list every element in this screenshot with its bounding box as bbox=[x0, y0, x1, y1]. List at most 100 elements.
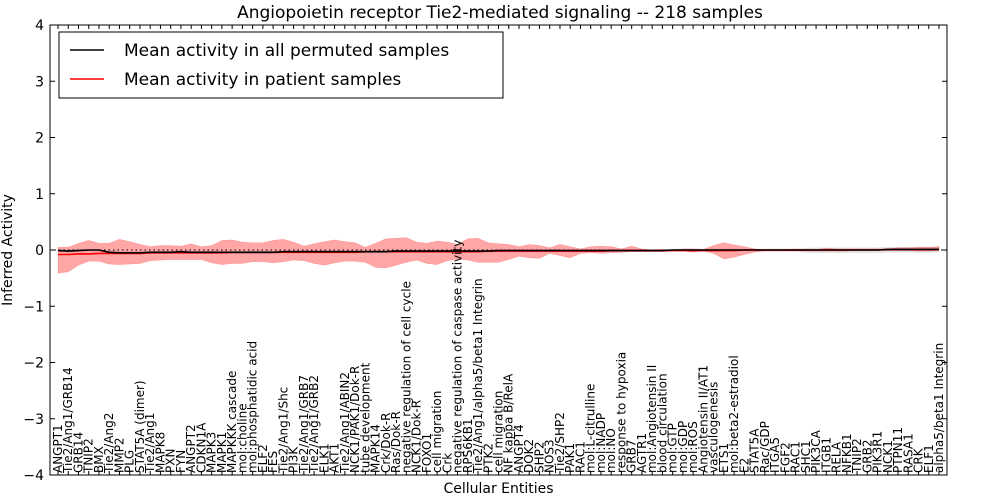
y-tick-label: −3 bbox=[23, 412, 44, 428]
x-tick-label: RASA1 bbox=[901, 433, 915, 473]
x-tick-label: mol:choline bbox=[235, 403, 249, 473]
x-tick-label: cell migration bbox=[430, 391, 444, 473]
x-tick-label: mol:GDP bbox=[676, 421, 690, 473]
x-tick-label: PAK1 bbox=[563, 443, 577, 473]
x-tick-label: ELF2 bbox=[256, 444, 270, 473]
x-tick-label: PIK3CA bbox=[809, 429, 823, 473]
x-tick-label: ELF1 bbox=[922, 444, 936, 473]
x-tick-label: Angiotensin II/AT1 bbox=[696, 365, 710, 473]
x-tick-label: CDKN1A bbox=[194, 422, 208, 473]
legend-box bbox=[58, 31, 504, 99]
series-line-permuted bbox=[57, 248, 939, 254]
x-tick-label: PI3K bbox=[287, 446, 301, 473]
x-tick-label: SHP2 bbox=[532, 441, 546, 473]
x-tick-label: mol:NO bbox=[604, 428, 618, 473]
x-tick-label: ANGPT1 bbox=[51, 424, 65, 473]
legend-label-permuted: Mean activity in all permuted samples bbox=[124, 41, 449, 61]
x-tick-label: FOXO1 bbox=[420, 433, 434, 473]
x-tick-label: PXN bbox=[164, 449, 178, 473]
band-patient bbox=[57, 237, 940, 274]
x-tick-label: Crk bbox=[440, 453, 454, 473]
x-tick-label: Tie2/Ang1/GRB7 bbox=[297, 375, 311, 474]
x-tick-label: ITGA5 bbox=[768, 437, 782, 473]
x-tick-label: Tie2/Ang1/GRB2 bbox=[307, 375, 321, 474]
x-tick-label: CRK bbox=[912, 447, 926, 473]
x-tick-label: NCK1/PAK1/Dok-R bbox=[348, 366, 362, 473]
x-tick-label: PIK3R1 bbox=[871, 431, 885, 473]
x-tick-label: alpha5/beta1 Integrin bbox=[932, 343, 946, 473]
x-tick-label: BMX bbox=[92, 446, 106, 473]
x-tick-label: tube development bbox=[358, 362, 372, 473]
y-tick-label: −1 bbox=[23, 299, 44, 315]
legend-label-patient: Mean activity in patient samples bbox=[124, 70, 401, 90]
x-tick-label: ANGPT2 bbox=[184, 424, 198, 473]
y-tick-label: 1 bbox=[35, 187, 44, 203]
y-tick-label: 2 bbox=[35, 131, 44, 147]
x-tick-label: cell migration bbox=[492, 391, 506, 473]
x-tick-label: FGF2 bbox=[778, 442, 792, 473]
x-tick-label: mol:phosphatidic acid bbox=[246, 341, 260, 473]
x-tick-label: Tie2/Ang1/ABIN2 bbox=[338, 372, 352, 474]
x-tick-label: MAPKKK cascade bbox=[225, 371, 239, 473]
x-tick-label: SHC1 bbox=[799, 440, 813, 473]
x-tick-label: RAC1 bbox=[573, 441, 587, 473]
x-tick-label: STAT5A bbox=[748, 428, 762, 473]
axis-ticks: −4 −3 −2 −1 0 1 2 3 4 bbox=[23, 18, 947, 484]
x-tick-label: Tie2/SHP2 bbox=[553, 412, 567, 474]
x-tick-label: ELK1 bbox=[317, 443, 331, 473]
x-tick-label: NCK1/Dok-R bbox=[410, 400, 424, 473]
x-tick-label: blood circulation bbox=[655, 373, 669, 473]
x-tick-label: Crk/Dok-R bbox=[379, 412, 393, 473]
y-tick-label: 0 bbox=[35, 243, 44, 259]
x-tick-label: response to hypoxia bbox=[614, 352, 628, 473]
x-tick-label: PTK2 bbox=[481, 443, 495, 473]
x-tick-label: mol:GTP bbox=[666, 423, 680, 473]
x-tick-label: RPS6KB1 bbox=[461, 418, 475, 473]
x-tick-label: NOS3 bbox=[543, 439, 557, 473]
y-tick-label: 4 bbox=[35, 18, 44, 34]
x-tick-label: PLG bbox=[123, 450, 137, 473]
x-tick-label: MAPK3 bbox=[205, 432, 219, 473]
x-tick-label: TNIP2 bbox=[82, 438, 96, 474]
x-tick-label: negative regulation of cell cycle bbox=[399, 281, 413, 473]
x-tick-labels: ANGPT1Tie2/Ang1/GRB14GRB14TNIP2BMXTie2/A… bbox=[51, 240, 946, 474]
x-tick-label: Tie2/Ang2 bbox=[102, 413, 116, 474]
x-tick-label: Ras/Dok-R bbox=[389, 411, 403, 473]
x-tick-label: Tie2/Ang1/alpha5/beta1 Integrin bbox=[471, 278, 485, 474]
x-tick-label: AKT1 bbox=[328, 443, 342, 473]
x-tick-label: mol:beta2-estradiol bbox=[727, 355, 741, 473]
x-tick-label: Rac/GDP bbox=[758, 421, 772, 473]
x-tick-label: Tie2/Ang1 bbox=[143, 413, 157, 474]
legend: Mean activity in all permuted samples Me… bbox=[58, 31, 504, 99]
x-tick-label: GRB2 bbox=[860, 439, 874, 473]
x-tick-label: MAPK14 bbox=[369, 424, 383, 473]
x-tick-label: NF kappa B/RelA bbox=[502, 373, 516, 473]
x-tick-label: FES bbox=[266, 451, 280, 473]
x-tick-label: mol:NADP bbox=[594, 413, 608, 473]
x-tick-label: DOK2 bbox=[522, 439, 536, 473]
x-tick-label: GRB7 bbox=[625, 439, 639, 473]
x-tick-label: STAT5A (dimer) bbox=[133, 380, 147, 473]
x-tick-label: NCK1 bbox=[881, 440, 895, 473]
x-tick-label: ITGB1 bbox=[819, 437, 833, 473]
x-tick-label: vasculogenesis bbox=[707, 382, 721, 473]
x-tick-label: ETS1 bbox=[717, 443, 731, 473]
x-tick-label: ANGPT4 bbox=[512, 424, 526, 473]
plot-area bbox=[50, 237, 947, 274]
x-tick-label: MAPK1 bbox=[215, 432, 229, 473]
x-tick-label: mol:L-citrulline bbox=[584, 384, 598, 473]
x-tick-label: MAPK8 bbox=[153, 432, 167, 473]
x-tick-label: Tie2/Ang1/Shc bbox=[276, 387, 290, 474]
x-tick-label: Tie2/Ang1/GRB14 bbox=[61, 367, 75, 474]
y-tick-label: −4 bbox=[23, 468, 44, 484]
chart-title: Angiopoietin receptor Tie2-mediated sign… bbox=[237, 3, 763, 23]
x-tick-label: NFKB1 bbox=[840, 433, 854, 473]
x-tick-label: mol:Angiotensin II bbox=[645, 365, 659, 473]
x-tick-label: mol:ROS bbox=[686, 421, 700, 473]
x-tick-label: AGTR1 bbox=[635, 433, 649, 473]
x-tick-label: MMP2 bbox=[112, 437, 126, 473]
y-axis-label: Inferred Activity bbox=[0, 194, 16, 306]
x-tick-label: FYN bbox=[174, 450, 188, 473]
x-tick-label: RAC1 bbox=[789, 441, 803, 473]
